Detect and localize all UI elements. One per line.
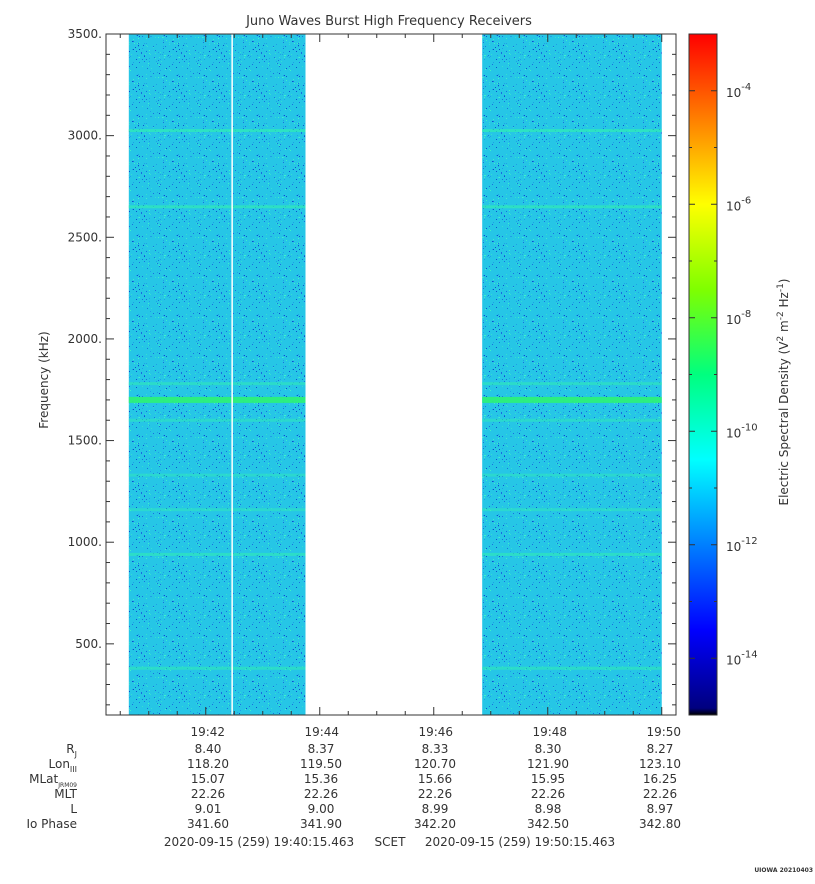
- ephemeris-row-label: Io Phase: [26, 817, 77, 831]
- y-tick-label: 2000.: [68, 332, 102, 346]
- ephemeris-value: 341.60: [187, 817, 229, 831]
- x-tick-label: 19:48: [532, 725, 567, 739]
- x-tick-label: 19:42: [190, 725, 225, 739]
- ephemeris-value: 342.80: [639, 817, 681, 831]
- ephemeris-value: 8.98: [535, 802, 562, 816]
- ephemeris-value: 22.26: [531, 787, 565, 801]
- emission-band-4-seg2: [482, 382, 662, 386]
- y-tick-label: 1000.: [68, 535, 102, 549]
- ephemeris-value: 8.97: [647, 802, 674, 816]
- ephemeris-value: 342.50: [527, 817, 569, 831]
- ephemeris-value: 8.37: [308, 742, 335, 756]
- colorbar-tick-label: 10-10: [726, 422, 758, 440]
- ephemeris-value: 121.90: [527, 757, 569, 771]
- ephemeris-value: 8.99: [422, 802, 449, 816]
- ephemeris-value: 9.00: [308, 802, 335, 816]
- footer-stamp: UIOWA 20210403: [754, 867, 813, 874]
- ephemeris-row-label: MLT: [54, 787, 77, 801]
- colorbar-tick-label: 10-14: [726, 649, 758, 667]
- ephemeris-value: 15.66: [418, 772, 452, 786]
- ephemeris-value: 22.26: [304, 787, 338, 801]
- plot-frame: [105, 33, 677, 716]
- emission-band-7-seg2: [482, 666, 662, 670]
- emission-band-5-seg1: [128, 418, 306, 422]
- ephemeris-row-label: RJ: [66, 742, 77, 759]
- emission-band-2-seg2: [482, 205, 662, 209]
- y-tick-label: 1500.: [68, 434, 102, 448]
- emission-band-3-seg2: [482, 396, 662, 403]
- colorbar-tick-label: 10-8: [726, 309, 751, 327]
- x-tick-label: 19:46: [418, 725, 453, 739]
- colorbar-label: Electric Spectral Density (V2 m-2 Hz-1): [776, 278, 791, 505]
- ephemeris-value: 22.26: [191, 787, 225, 801]
- emission-band-6-seg2: [482, 552, 662, 556]
- emission-band-2-seg1: [128, 205, 306, 209]
- y-tick-label: 3000.: [68, 129, 102, 143]
- data-segment-2: [482, 34, 662, 715]
- ephemeris-value: 118.20: [187, 757, 229, 771]
- data-segment-1: [128, 34, 306, 715]
- time-range-end: 2020-09-15 (259) 19:50:15.463: [425, 835, 615, 849]
- colorbar-tick-label: 10-6: [726, 195, 751, 213]
- x-tick-label: 19:44: [304, 725, 339, 739]
- ephemeris-value: 15.36: [304, 772, 338, 786]
- y-tick-label: 3500.: [68, 27, 102, 41]
- ephemeris-row-label: MLatJRM09: [29, 772, 77, 789]
- ephemeris-value: 8.30: [535, 742, 562, 756]
- y-axis-label: Frequency (kHz): [37, 331, 51, 428]
- ephemeris-table: RJ 8.40 8.37 8.33 8.30 8.27 LonIII 118.20 119.50…: [26, 742, 681, 831]
- colorbar: 10-4 10-6 10-8 10-10 10-12 10-14 Electric Spe…: [688, 33, 791, 716]
- chart-title: Juno Waves Burst High Frequency Receiver…: [245, 14, 532, 29]
- ephemeris-value: 15.95: [531, 772, 565, 786]
- emission-band-1-seg2: [482, 129, 662, 133]
- time-range-start: 2020-09-15 (259) 19:40:15.463: [164, 835, 354, 849]
- ephemeris-value: 8.27: [647, 742, 674, 756]
- emission-band-1-seg1: [128, 129, 306, 133]
- colorbar-tick-label: 10-4: [726, 82, 751, 100]
- ephemeris-row-label: L: [70, 802, 77, 816]
- data-gap-line: [231, 34, 233, 715]
- ephemeris-value: 123.10: [639, 757, 681, 771]
- colorbar-tick-label: 10-12: [726, 536, 758, 554]
- colorbar-gradient: [688, 33, 718, 716]
- emission-band-4-seg1: [128, 382, 306, 386]
- ephemeris-value: 342.20: [414, 817, 456, 831]
- ephemeris-value: 22.26: [643, 787, 677, 801]
- ephemeris-value: 8.40: [195, 742, 222, 756]
- y-tick-label: 2500.: [68, 230, 102, 244]
- plot-area: 500. 1000. 1500. 2000. 2500. 3000. 3500. 19:42…: [68, 27, 681, 739]
- ephemeris-value: 22.26: [418, 787, 452, 801]
- y-tick-label: 500.: [75, 637, 102, 651]
- ephemeris-value: 9.01: [195, 802, 222, 816]
- ephemeris-row-label: LonIII: [49, 757, 78, 774]
- ephemeris-value: 15.07: [191, 772, 225, 786]
- emission-band-7-seg1: [128, 666, 306, 670]
- time-range: 2020-09-15 (259) 19:40:15.463 SCET 2020-…: [164, 835, 615, 849]
- emission-band-9-seg2: [482, 508, 662, 512]
- ephemeris-value: 120.70: [414, 757, 456, 771]
- ephemeris-value: 119.50: [300, 757, 342, 771]
- ephemeris-value: 341.90: [300, 817, 342, 831]
- emission-band-6-seg1: [128, 552, 306, 556]
- emission-band-5-seg2: [482, 418, 662, 422]
- time-range-scet: SCET: [375, 835, 407, 849]
- emission-band-8-seg1: [128, 473, 306, 477]
- emission-band-3-seg1: [128, 396, 306, 403]
- emission-band-9-seg1: [128, 508, 306, 512]
- ephemeris-value: 8.33: [422, 742, 449, 756]
- emission-band-8-seg2: [482, 473, 662, 477]
- x-tick-label: 19:50: [646, 725, 681, 739]
- ephemeris-value: 16.25: [643, 772, 677, 786]
